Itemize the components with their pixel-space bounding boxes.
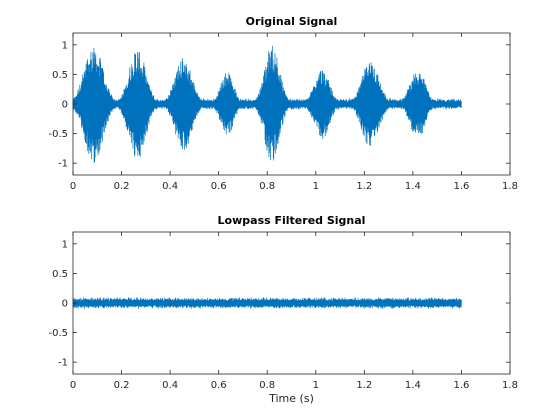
x-tick-label: 1	[313, 380, 319, 391]
x-tick-label: 0	[70, 380, 76, 391]
subplot-1: 0 0.2 0.4 0.6 0.8 1 1.2 1.4 1.6 1.8 1 0.5 0 -0.5 -1 Ori…	[48, 15, 517, 192]
chart-title-1: Original Signal	[246, 15, 338, 28]
x-tick-label: 1.6	[453, 181, 469, 192]
y-tick-label: -0.5	[48, 328, 68, 339]
y-tick-label: 1	[62, 40, 68, 51]
x-tick-label: 0.6	[211, 380, 227, 391]
y-tick-label: -0.5	[48, 129, 68, 140]
x-tick-label: 1.4	[405, 380, 421, 391]
signal-line-2	[72, 297, 462, 309]
x-tick-label: 0.4	[162, 181, 178, 192]
x-tick-label: 0.2	[114, 181, 130, 192]
x-tick-label: 0	[70, 181, 76, 192]
x-tick-label: 0.6	[211, 181, 227, 192]
x-tick-label: 1.6	[453, 380, 469, 391]
x-tick-label: 1.2	[356, 380, 372, 391]
y-tick-label: 0.5	[52, 269, 68, 280]
x-tick-label: 0.8	[259, 380, 275, 391]
x-tick-label: 0.2	[114, 380, 130, 391]
y-tick-label: 0.5	[52, 70, 68, 81]
y-tick-label: 0	[62, 299, 68, 310]
x-tick-label: 1.8	[502, 181, 518, 192]
x-tick-label: 1	[313, 181, 319, 192]
signal-line-1	[72, 45, 462, 163]
x-tick-label: 0.8	[259, 181, 275, 192]
x-tick-label: 0.4	[162, 380, 178, 391]
y-tick-label: 1	[62, 239, 68, 250]
y-tick-label: -1	[58, 159, 68, 170]
y-tick-label: 0	[62, 100, 68, 111]
x-tick-label: 1.4	[405, 181, 421, 192]
x-tick-label: 1.2	[356, 181, 372, 192]
x-axis-label: Time (s)	[268, 392, 314, 405]
subplot-2: 0 0.2 0.4 0.6 0.8 1 1.2 1.4 1.6 1.8 1 0.5 0 -0.5 -1 Low…	[48, 214, 517, 405]
x-tick-label: 1.8	[502, 380, 518, 391]
chart-title-2: Lowpass Filtered Signal	[218, 214, 366, 227]
y-tick-label: -1	[58, 358, 68, 369]
